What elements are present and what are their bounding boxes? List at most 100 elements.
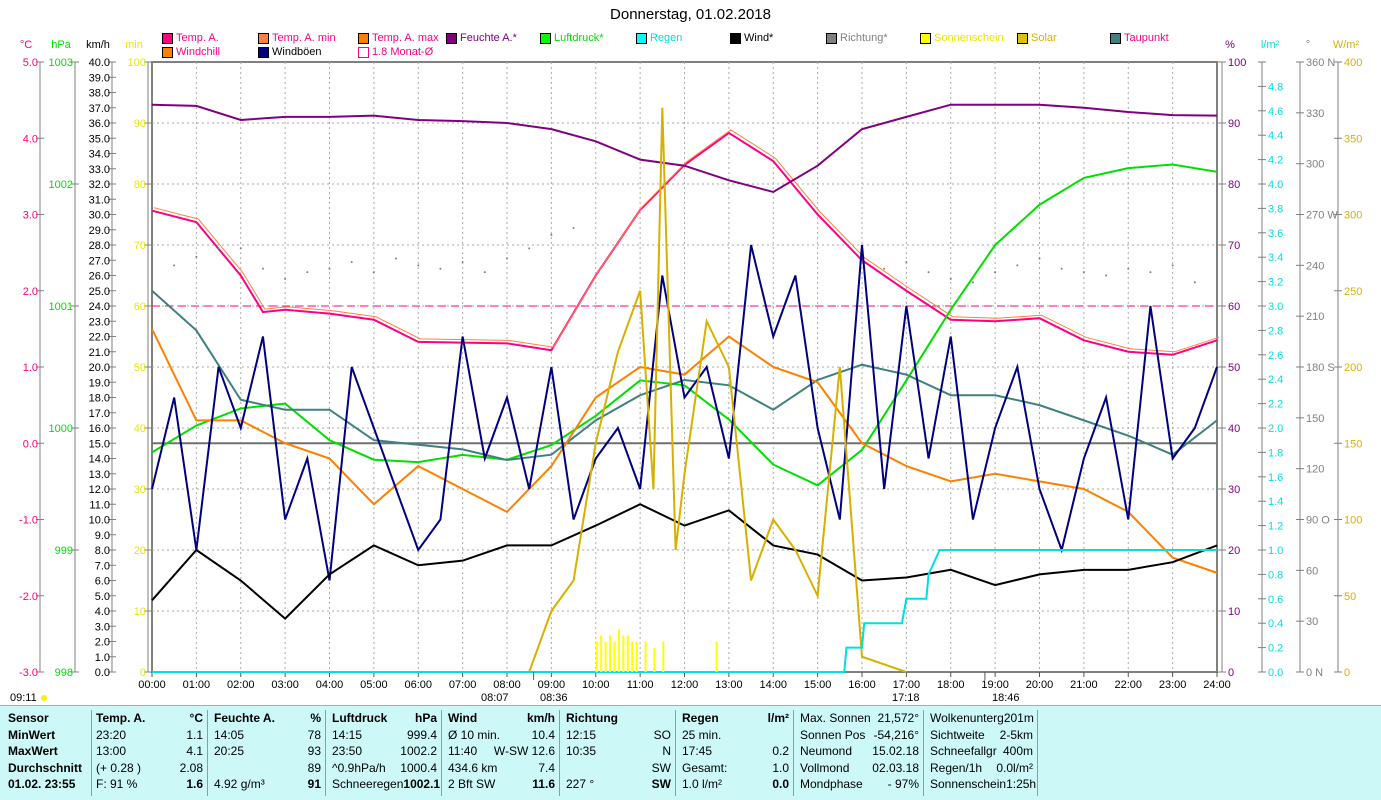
legend-item: Windböen [258, 46, 322, 58]
axis-tick-label: 30 [1306, 616, 1318, 628]
cell-value: 1.0 [772, 760, 789, 775]
cell-value: 201m [1003, 711, 1034, 725]
axis-tick-label: 1.0 [1268, 545, 1283, 557]
axis-tick-label: 100 [1344, 515, 1362, 527]
sunshine-bar [617, 629, 620, 672]
axis-tick-label: 80 [1228, 179, 1240, 191]
legend-swatch [826, 32, 837, 44]
axis-tick-label: 2.8 [1268, 325, 1283, 337]
axis-tick-label: 4.0 [23, 133, 38, 145]
sunshine-bar [635, 641, 638, 672]
table-row: 2 Bft SW 11.6 [448, 776, 555, 793]
table-header: Luftdruck hPa [332, 710, 437, 727]
direction-point [1127, 267, 1130, 270]
axis-tick-label: 1.0 [95, 652, 110, 664]
cell-label: 434.6 km [448, 760, 498, 775]
axis-tick-label: 40.0 [89, 57, 110, 69]
table-row: Vollmond 02.03.18 [800, 760, 919, 777]
table-header: Feuchte A.% [214, 710, 321, 727]
axis-tick-label: 2.2 [1268, 399, 1283, 411]
legend-swatch [358, 32, 369, 44]
direction-point [506, 257, 508, 260]
cell-label: 14:15 [332, 727, 363, 742]
cell-value: 0.2 [772, 744, 789, 758]
legend-label: Taupunkt [1124, 32, 1169, 44]
axis-tick-label: 2.0 [1268, 423, 1283, 435]
axis-tick-label: 32.0 [89, 179, 110, 191]
legend-item: Richtung* [826, 32, 888, 44]
legend-item: Feuchte A.* [446, 32, 517, 44]
legend-label: 1.8 Monat-Ø [372, 46, 434, 58]
axis-tick-label: 15.0 [89, 438, 110, 450]
cell-value: hPa [414, 711, 437, 725]
x-tick-label: 08:00 [493, 679, 521, 691]
axis-tick-label: 90 [134, 118, 146, 130]
direction-point [1038, 257, 1041, 260]
legend-label: Feuchte A.* [460, 32, 517, 44]
cell-label: Sonnenschein [930, 777, 1007, 791]
axis-tick-label: 30.0 [89, 210, 110, 222]
sunshine-bar [715, 641, 718, 672]
table-row: 13:00 4.1 [96, 743, 203, 760]
axis-tick-label: 80 [134, 179, 146, 191]
table-header: Wolkenunterg 201m [930, 710, 1034, 727]
table-column: Regen l/m² 25 min. 17:45 0.2 Gesamt: 1.0 1.0 l/… [678, 710, 794, 796]
table-header: Wind km/h [448, 710, 555, 727]
axis-tick-label: 1.2 [1268, 521, 1283, 533]
direction-point [971, 281, 974, 284]
table-row: 23:20 1.1 [96, 727, 203, 744]
sun-icon [41, 695, 47, 701]
axis-tick-label: 40 [134, 423, 146, 435]
x-tick-label: 16:00 [848, 679, 876, 691]
series-sonnenschein [595, 629, 718, 672]
legend-item: Regen [636, 32, 682, 44]
cell-label: (+ 0.28 ) [96, 760, 142, 775]
table-row: 10:35 N [566, 743, 671, 760]
cell-label: 23:20 [96, 727, 127, 742]
axis-tick-label: 150 [1306, 413, 1324, 425]
axis-tick-label: 4.0 [1268, 179, 1283, 191]
x-tick-label: 07:00 [449, 679, 477, 691]
direction-point [1193, 281, 1196, 284]
table-row: 23:50 1002.2 [332, 743, 437, 760]
cell-value: 89 [307, 760, 321, 775]
axis-tick-label: 33.0 [89, 164, 110, 176]
cell-label: Schneefallgr [930, 744, 997, 758]
sunset-time-2: 18:46 [992, 692, 1020, 704]
cell-value: W-SW 12.6 [493, 744, 555, 758]
axis-tick-label: 0 [1344, 667, 1350, 679]
legend-swatch [358, 46, 369, 58]
cell-value: 1:25h [1006, 777, 1037, 791]
axis-tick-label: 11.0 [89, 499, 110, 511]
sunshine-bar [626, 635, 629, 672]
axis-tick-label: 12.0 [89, 484, 110, 496]
cell-value: 0.0 [772, 777, 789, 791]
cell-value: 1002.1 [403, 777, 441, 791]
cell-value: 21,572° [877, 711, 919, 725]
series-richtung [173, 227, 1196, 284]
axis-tick-label: 19.0 [89, 377, 110, 389]
cell-label: Sonnen Pos [800, 727, 866, 742]
direction-point [949, 277, 952, 280]
axis-tick-label: 35.0 [89, 133, 110, 145]
table-row: Gesamt: 1.0 [682, 760, 789, 777]
axis-tick-label: 2.6 [1268, 350, 1283, 362]
direction-point [550, 233, 553, 236]
cell-label: 4.92 g/m³ [214, 777, 265, 791]
x-tick-label: 00:00 [138, 679, 166, 691]
cell-value: 7.4 [538, 760, 555, 775]
axis-tick-label: 2.0 [95, 637, 110, 649]
cell-label: 20:25 [214, 744, 245, 758]
cell-label: ^0.9hPa/h [332, 760, 386, 775]
series-luftdruck [151, 163, 1218, 487]
axis-tick-label: 70 [134, 240, 146, 252]
axis-tick-label: 50 [134, 362, 146, 374]
cell-label: MaxWert [8, 744, 58, 758]
axis-tick-label: 36.0 [89, 118, 110, 130]
legend-swatch [920, 32, 931, 44]
axis-tick-label: 13.0 [89, 469, 110, 481]
x-tick-label: 02:00 [227, 679, 255, 691]
axis-unit-kmh: km/h [86, 39, 110, 51]
axis-tick-label: 2.0 [23, 286, 38, 298]
axis-tick-label: 90 O [1306, 515, 1330, 527]
